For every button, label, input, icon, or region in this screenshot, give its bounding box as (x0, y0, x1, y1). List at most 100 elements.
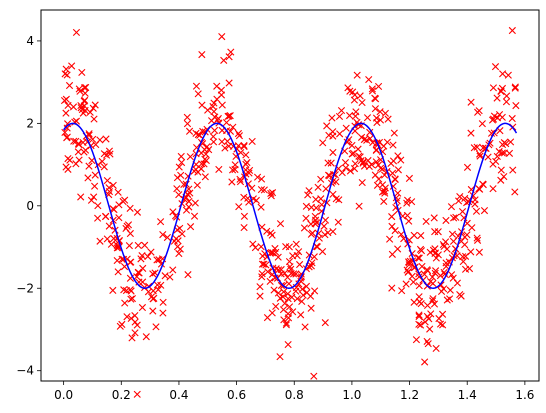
scatter-point (355, 152, 363, 160)
scatter-point (240, 223, 248, 232)
scatter-point (437, 281, 445, 289)
scatter-point (94, 202, 102, 210)
scatter-point (173, 174, 182, 182)
scatter-point (264, 268, 272, 276)
scatter-point (192, 82, 201, 90)
scatter-point (62, 109, 70, 117)
x-tick-label: 0.4 (169, 388, 188, 402)
scatter-point (229, 123, 237, 131)
scatter-point (405, 174, 413, 182)
scatter-point (484, 153, 492, 161)
scatter-point (113, 244, 121, 252)
scatter-point (119, 197, 127, 206)
scatter-point (84, 174, 92, 182)
y-tick-label: −2 (16, 281, 34, 295)
scatter-point (389, 141, 397, 149)
scatter-point (114, 188, 122, 196)
scatter-point (293, 295, 301, 303)
scatter-point (175, 191, 183, 199)
scatter-point (497, 176, 505, 184)
scatter-point (173, 243, 182, 251)
scatter-point (109, 286, 117, 294)
x-tick-label: 1.6 (515, 388, 534, 402)
scatter-point (388, 284, 396, 292)
scatter-point (105, 188, 114, 196)
scatter-point (425, 315, 433, 323)
scatter-point (102, 135, 110, 143)
scatter-point (266, 277, 274, 286)
scatter-point (186, 223, 195, 231)
scatter-point (127, 295, 135, 303)
scatter-point (74, 139, 83, 148)
scatter-point (388, 250, 396, 258)
scatter-point (279, 306, 288, 314)
scatter-point (489, 185, 497, 193)
scatter-point (184, 271, 192, 279)
scatter-point (227, 48, 235, 56)
scatter-point (336, 130, 344, 138)
scatter-point (467, 129, 475, 137)
scatter-point (446, 286, 454, 294)
scatter-point (152, 323, 160, 331)
scatter-points (60, 26, 520, 398)
scatter-point (147, 248, 155, 256)
scatter-point (253, 173, 262, 181)
scatter-point (320, 222, 328, 230)
plot-area (40, 9, 540, 398)
scatter-point (293, 251, 301, 260)
scatter-point (321, 216, 330, 224)
scatter-point (418, 262, 426, 271)
scatter-point (175, 249, 183, 258)
scatter-point (504, 71, 512, 79)
scatter-point (213, 82, 221, 90)
scatter-point (61, 70, 69, 78)
scatter-point (456, 192, 464, 201)
scatter-point (346, 167, 354, 175)
x-tick-label: 0.2 (112, 388, 131, 402)
scatter-point (91, 171, 99, 179)
scatter-point (90, 193, 98, 201)
scatter-point (200, 160, 208, 168)
scatter-point (283, 273, 292, 281)
scatter-point (173, 185, 181, 193)
scatter-point (317, 195, 325, 203)
scatter-point (169, 266, 177, 274)
scatter-point (394, 245, 402, 253)
scatter-point (64, 120, 72, 128)
scatter-point (69, 103, 78, 111)
scatter-point (394, 166, 402, 174)
scatter-point (149, 287, 157, 295)
scatter-point (124, 221, 133, 229)
scatter-point (468, 224, 476, 232)
scatter-point (185, 197, 193, 206)
scatter-point (82, 83, 90, 92)
scatter-point (224, 112, 232, 121)
scatter-point (394, 189, 402, 197)
scatter-point (301, 323, 309, 331)
scatter-point (329, 148, 337, 157)
scatter-point (292, 240, 300, 248)
scatter-point (415, 282, 423, 290)
scatter-point (457, 292, 465, 300)
scatter-point (372, 146, 380, 155)
scatter-point (498, 84, 507, 92)
scatter-point (416, 321, 425, 329)
scatter-point (317, 175, 325, 183)
scatter-point (312, 204, 320, 212)
scatter-point (492, 157, 500, 166)
scatter-point (391, 227, 399, 235)
scatter-point (439, 321, 447, 329)
scatter-point (260, 260, 268, 268)
scatter-point (286, 263, 294, 271)
scatter-point (402, 280, 410, 288)
scatter-point (236, 175, 244, 183)
scatter-point (434, 228, 442, 236)
scatter-point (193, 181, 201, 189)
scatter-point (114, 268, 122, 276)
scatter-point (277, 281, 286, 290)
scatter-point (295, 248, 303, 256)
scatter-point (240, 143, 248, 151)
y-tick-label: 2 (26, 116, 34, 130)
scatter-point (430, 214, 438, 222)
scatter-point (240, 141, 248, 150)
